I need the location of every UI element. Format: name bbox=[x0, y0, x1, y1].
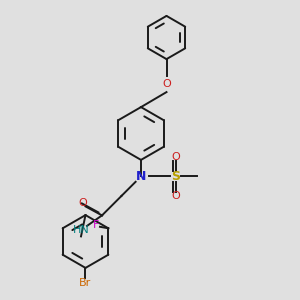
Text: N: N bbox=[136, 170, 146, 183]
Text: Br: Br bbox=[80, 278, 92, 288]
Text: F: F bbox=[93, 220, 100, 230]
Text: O: O bbox=[171, 152, 180, 162]
Text: O: O bbox=[162, 79, 171, 89]
Text: HN: HN bbox=[73, 225, 89, 236]
Text: O: O bbox=[78, 198, 87, 208]
Text: O: O bbox=[171, 191, 180, 201]
Text: S: S bbox=[171, 170, 180, 183]
